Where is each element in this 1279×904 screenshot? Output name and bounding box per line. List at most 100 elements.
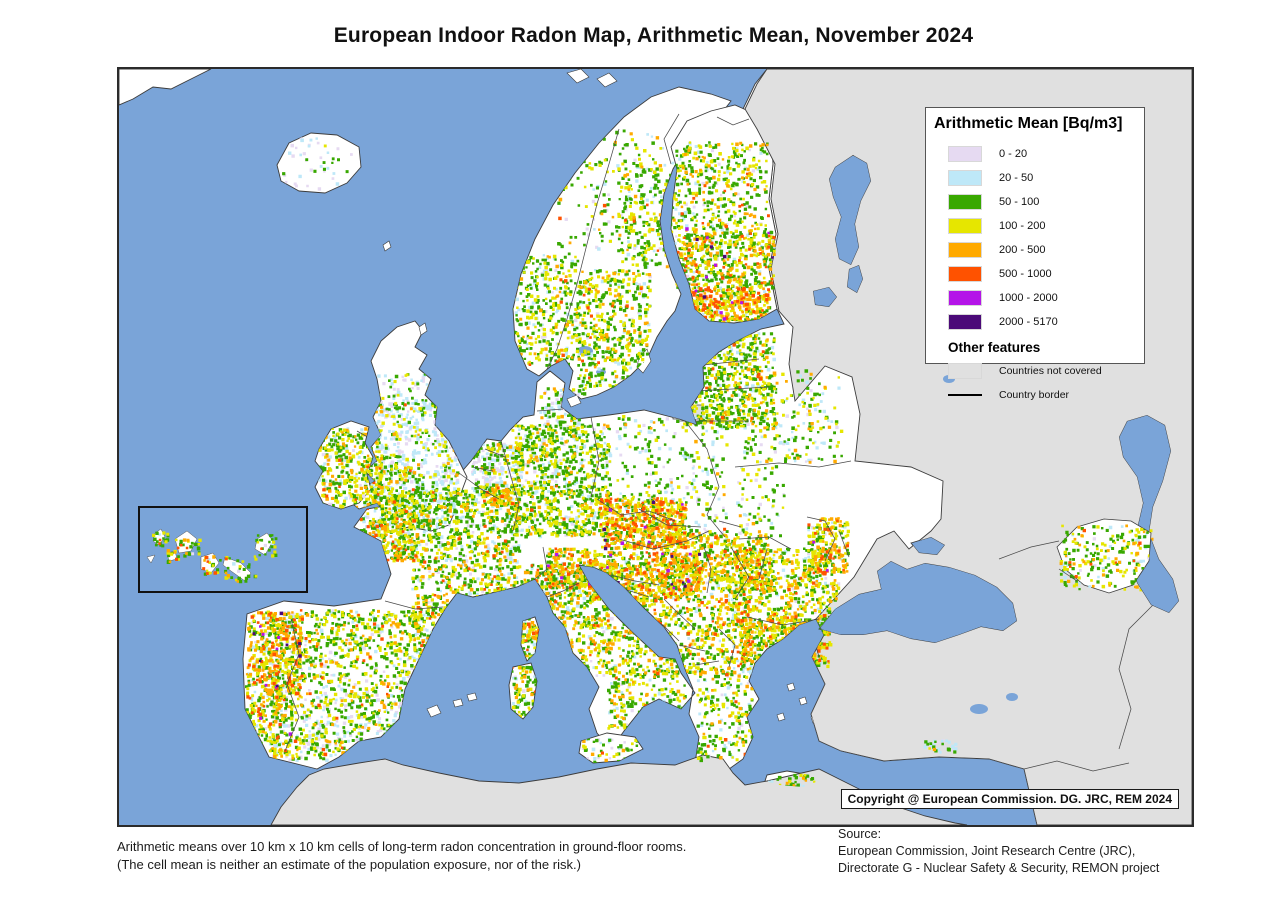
- legend-class-label: 200 - 500: [999, 244, 1046, 256]
- country-border: [702, 358, 760, 366]
- country-border: [694, 660, 720, 666]
- country-border: [623, 588, 650, 598]
- legend-class-row: 50 - 100: [926, 190, 1144, 214]
- radon-cells: [245, 129, 1154, 789]
- small-island: [596, 72, 618, 88]
- country-border: [284, 618, 300, 752]
- inset-frame: [138, 506, 308, 593]
- source-label: Source:: [838, 827, 882, 841]
- not-covered-label: Countries not covered: [999, 365, 1102, 377]
- country-border: [384, 600, 444, 610]
- country-border-line-sample: [948, 394, 982, 396]
- small-island: [452, 698, 464, 708]
- legend-classes: 0 - 20 20 - 50 50 - 100 100 - 200 200 - 500 5…: [926, 142, 1144, 334]
- country-border: [458, 472, 500, 500]
- footer-source: Source: European Commission, Joint Resea…: [838, 826, 1159, 877]
- legend-class-label: 2000 - 5170: [999, 316, 1058, 328]
- lake: [970, 704, 988, 714]
- country-border: [998, 540, 1060, 560]
- country-border: [684, 420, 726, 538]
- copyright-box: Copyright @ European Commission. DG. JRC…: [840, 789, 1179, 809]
- small-island: [566, 69, 590, 84]
- legend-class-row: 20 - 50: [926, 166, 1144, 190]
- country-border: [1023, 760, 1130, 772]
- country-border: [746, 616, 820, 626]
- country-border: [610, 574, 660, 586]
- canary-island: [146, 554, 156, 564]
- country-border: [663, 113, 680, 165]
- canary-cells-class-2: [153, 531, 278, 584]
- legend-class-row: 500 - 1000: [926, 262, 1144, 286]
- legend-class-label: 1000 - 2000: [999, 292, 1058, 304]
- legend-class-swatch: [948, 290, 982, 306]
- greenland-corner: [119, 69, 212, 106]
- country-borders: [284, 113, 1155, 772]
- country-border: [1058, 568, 1078, 582]
- legend-not-covered-row: Countries not covered: [926, 359, 1144, 383]
- legend-class-swatch: [948, 218, 982, 234]
- small-island: [382, 240, 392, 252]
- country-border: [694, 386, 770, 392]
- country-border: [484, 448, 506, 458]
- small-island: [786, 682, 796, 692]
- small-island: [466, 692, 478, 702]
- legend-class-row: 1000 - 2000: [926, 286, 1144, 310]
- radon-cells-class-0: [248, 137, 1151, 789]
- legend-class-label: 100 - 200: [999, 220, 1046, 232]
- legend-class-row: 200 - 500: [926, 238, 1144, 262]
- legend-title: Arithmetic Mean [Bq/m3]: [934, 115, 1123, 132]
- small-island: [798, 696, 808, 706]
- legend-class-label: 0 - 20: [999, 148, 1028, 160]
- country-border: [638, 508, 702, 528]
- small-island: [776, 712, 786, 722]
- legend-other-features-title: Other features: [948, 340, 1041, 355]
- source-line2: Directorate G - Nuclear Safety & Securit…: [838, 860, 1160, 875]
- map-canvas: Arithmetic Mean [Bq/m3] 0 - 20 20 - 50 50 …: [117, 67, 1194, 827]
- legend-class-swatch: [948, 170, 982, 186]
- country-border: [678, 644, 706, 652]
- legend-class-swatch: [948, 314, 982, 330]
- country-border: [758, 548, 768, 580]
- country-border: [734, 460, 852, 468]
- source-line1: European Commission, Joint Research Cent…: [838, 843, 1136, 858]
- small-island: [418, 322, 428, 336]
- legend-class-row: 0 - 20: [926, 142, 1144, 166]
- country-border: [718, 520, 742, 528]
- page-title: European Indoor Radon Map, Arithmetic Me…: [333, 24, 974, 47]
- legend-border-row: Country border: [926, 383, 1144, 407]
- country-border: [546, 582, 580, 598]
- canary-islands-inset: [138, 506, 308, 593]
- legend-class-swatch: [948, 146, 982, 162]
- country-border: [500, 440, 520, 532]
- small-island: [566, 394, 582, 408]
- country-border: [716, 116, 750, 126]
- footer-note-line2: (The cell mean is neither an estimate of…: [117, 857, 581, 873]
- country-border: [618, 530, 710, 550]
- country-border: [663, 598, 696, 630]
- footer-note: Arithmetic means over 10 km x 10 km cell…: [117, 838, 686, 874]
- legend-class-row: 100 - 200: [926, 214, 1144, 238]
- country-border-label: Country border: [999, 389, 1070, 401]
- country-border: [590, 416, 600, 498]
- country-border: [806, 516, 836, 562]
- radon-cells-class-3: [246, 132, 1154, 787]
- map-legend: Arithmetic Mean [Bq/m3] 0 - 20 20 - 50 50 …: [925, 107, 1145, 401]
- iceland: [276, 132, 362, 194]
- country-border: [536, 408, 564, 412]
- country-border: [596, 498, 676, 522]
- not-covered-swatch: [948, 363, 982, 379]
- legend-class-swatch: [948, 266, 982, 282]
- footer-note-line1: Arithmetic means over 10 km x 10 km cell…: [117, 839, 687, 854]
- small-island: [426, 704, 442, 718]
- country-border: [730, 546, 750, 600]
- country-border: [1118, 603, 1155, 750]
- legend-class-swatch: [948, 242, 982, 258]
- legend-class-label: 50 - 100: [999, 196, 1040, 208]
- legend-class-label: 20 - 50: [999, 172, 1034, 184]
- country-border: [472, 466, 494, 472]
- country-border: [546, 128, 620, 370]
- legend-class-label: 500 - 1000: [999, 268, 1052, 280]
- country-border: [534, 546, 548, 580]
- country-border: [718, 628, 736, 668]
